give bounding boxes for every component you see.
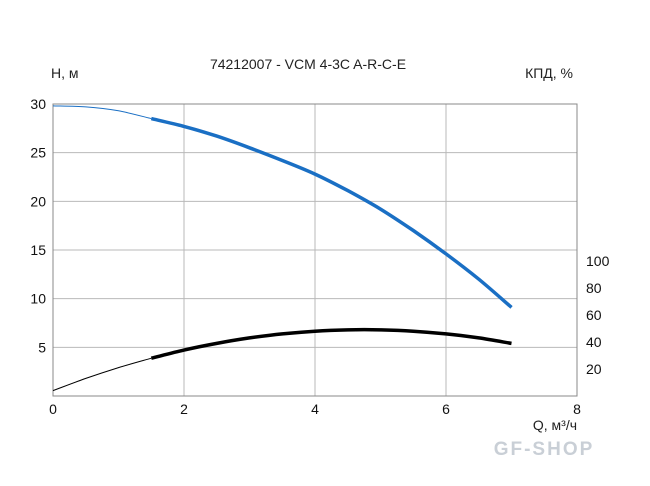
head-curve-extrapolated [52,105,152,120]
x-tick-label: 6 [442,401,450,417]
efficiency-curve-extrapolated [52,357,152,392]
chart-title: 74212007 - VCM 4-3C A-R-C-E [210,56,406,72]
y2-axis-label: КПД, % [525,65,573,81]
y2-tick-label: 20 [586,361,602,377]
watermark-logo: GF-SHOP [494,439,595,460]
y-tick-label: 20 [30,193,46,209]
y2-tick-label: 80 [586,280,602,296]
y2-tick-label: 40 [586,334,602,350]
x-tick-label: 0 [49,401,57,417]
x-tick-label: 2 [180,401,188,417]
y-tick-label: 5 [38,339,46,355]
x-tick-label: 8 [573,401,581,417]
y-tick-label: 15 [30,242,46,258]
plot-frame [52,103,578,397]
y2-tick-label: 100 [586,253,610,269]
y-tick-label: 10 [30,291,46,307]
y-axis-label: H, м [51,65,79,81]
efficiency-curve [150,327,512,360]
y-tick-label: 30 [30,96,46,112]
curve-layer [52,105,513,392]
x-tick-label: 4 [311,401,319,417]
tick-layer: 0 2 4 6 8 5 10 15 20 25 30 20 40 60 80 100 [30,96,609,417]
grid-layer [53,104,577,396]
y-tick-label: 25 [30,145,46,161]
y2-tick-label: 60 [586,307,602,323]
x-axis-label: Q, м³/ч [533,417,577,433]
head-curve [150,116,513,309]
